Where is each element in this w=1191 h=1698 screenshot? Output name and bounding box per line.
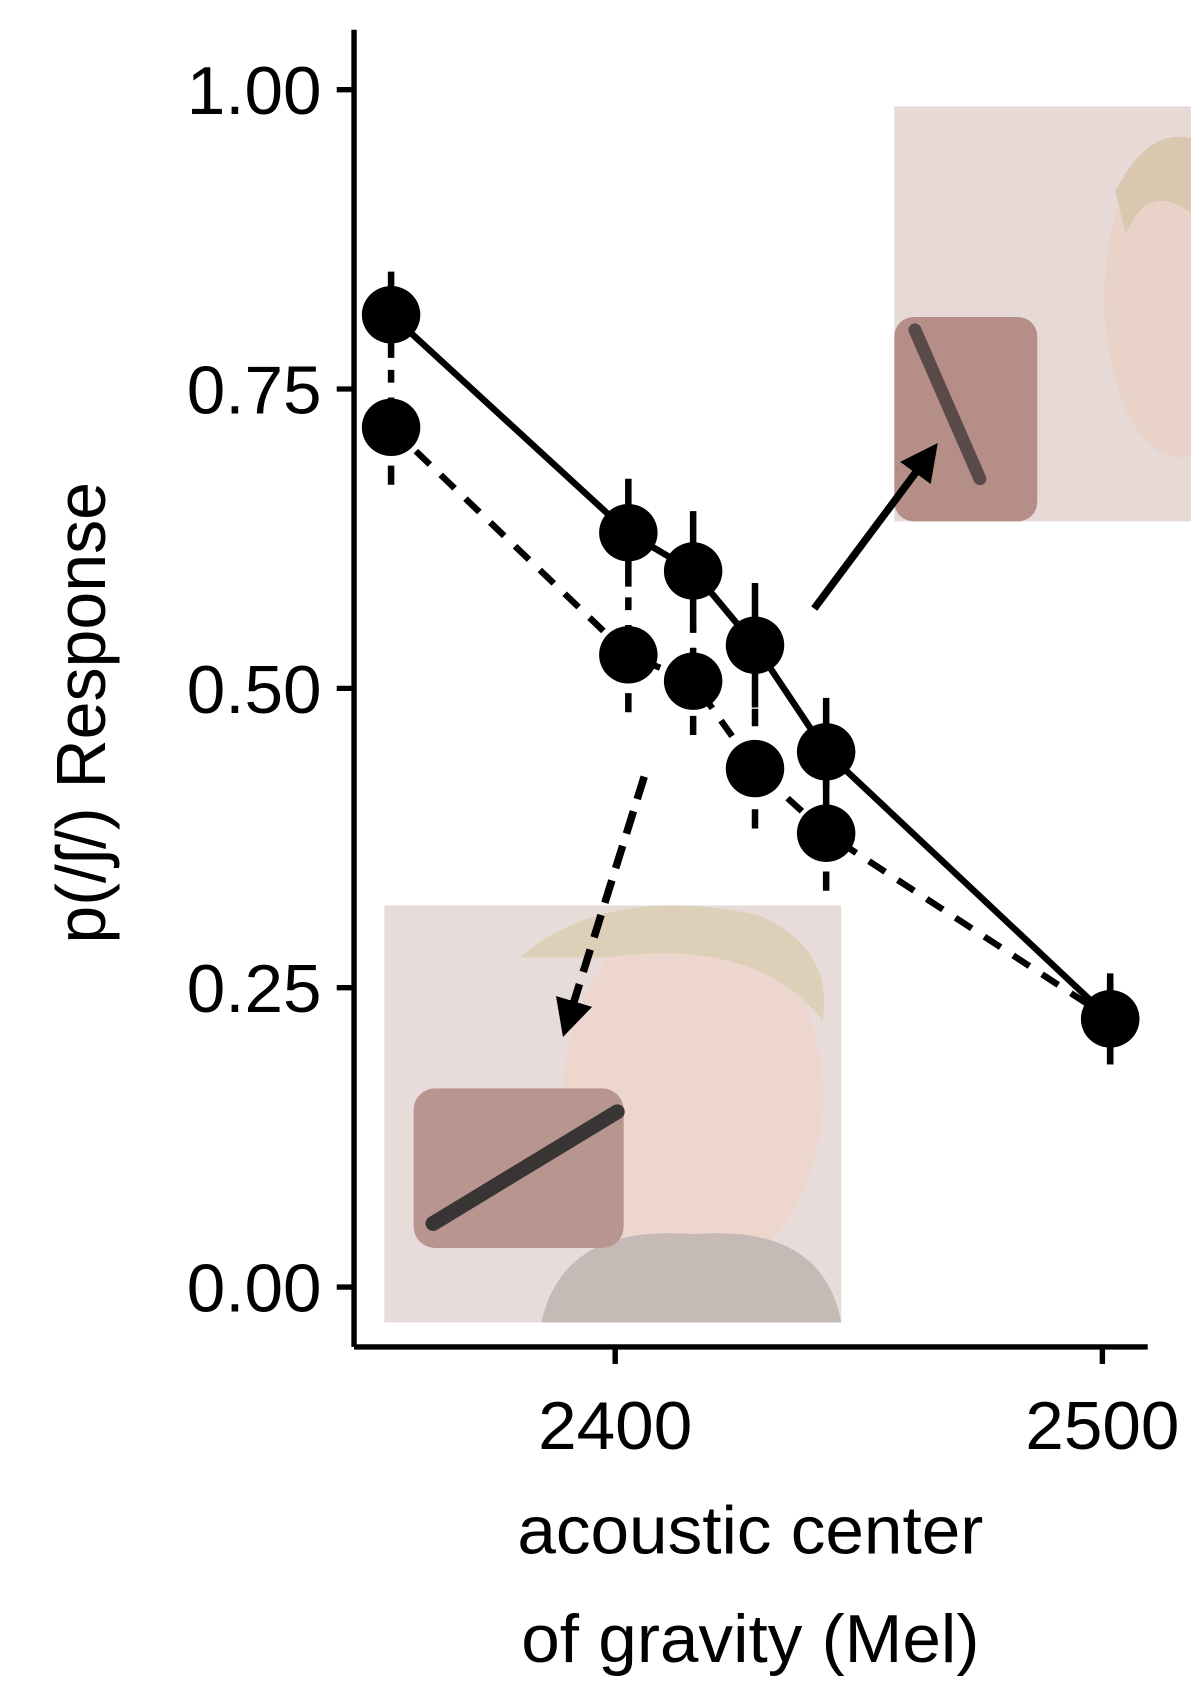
- photo-top: [894, 106, 1191, 521]
- data-point: [797, 805, 855, 862]
- data-point: [599, 626, 657, 683]
- y-tick-label: 0.75: [187, 352, 322, 428]
- y-tick-label: 0.25: [187, 951, 322, 1027]
- x-axis-label: acoustic center: [517, 1492, 983, 1568]
- x-tick-label: 2400: [538, 1388, 692, 1464]
- data-point: [599, 504, 657, 561]
- arrow-solid: [814, 449, 933, 609]
- data-point: [362, 286, 420, 343]
- data-point: [726, 740, 784, 797]
- data-point: [726, 617, 784, 674]
- y-tick-label: 1.00: [187, 53, 322, 129]
- y-axis-label: p(/ʃ/) Response: [42, 482, 120, 944]
- data-point: [664, 652, 722, 709]
- data-point: [1081, 990, 1139, 1047]
- x-axis-label: of gravity (Mel): [521, 1600, 979, 1676]
- x-tick-label: 2500: [1025, 1388, 1179, 1464]
- data-point: [362, 399, 420, 456]
- chart: p(/ʃ/) Response acoustic center of gravi…: [0, 0, 1191, 1698]
- y-tick-label: 0.50: [187, 651, 322, 727]
- data-point: [797, 723, 855, 780]
- data-point: [664, 542, 722, 599]
- y-tick-label: 0.00: [187, 1250, 322, 1326]
- photo-bottom: [384, 905, 841, 1322]
